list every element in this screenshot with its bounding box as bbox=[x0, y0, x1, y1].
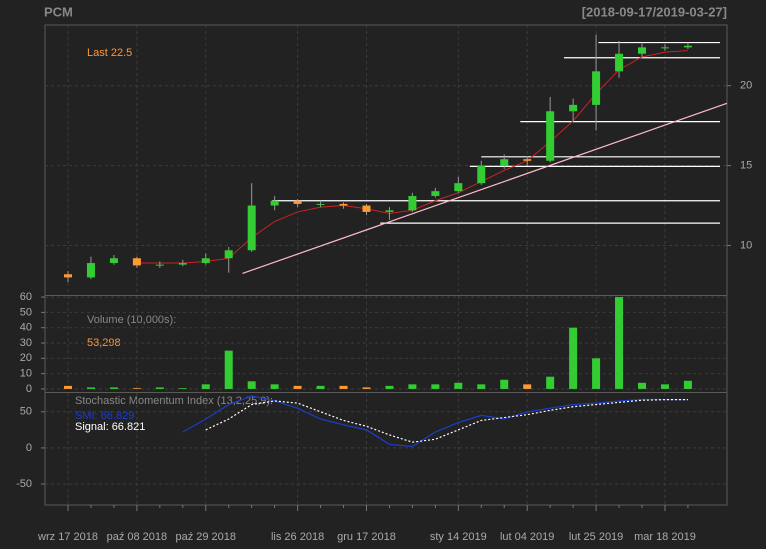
y-tick-label: 60 bbox=[20, 291, 32, 303]
y-tick-label: 30 bbox=[20, 337, 32, 349]
candle-body bbox=[683, 45, 692, 48]
candle-body bbox=[477, 165, 486, 184]
volume-bar bbox=[270, 384, 279, 389]
y-tick-label: 50 bbox=[20, 306, 32, 318]
y-tick-label: 10 bbox=[740, 239, 752, 251]
candle-body bbox=[638, 47, 646, 54]
volume-bar bbox=[86, 387, 95, 389]
volume-bar bbox=[132, 388, 141, 389]
candle-body bbox=[362, 205, 371, 212]
chart-title: PCM bbox=[44, 4, 73, 19]
plot-frame bbox=[44, 24, 728, 506]
x-tick-label: lut 25 2019 bbox=[569, 531, 623, 543]
date-range: [2018-09-17/2019-03-27] bbox=[582, 4, 727, 19]
volume-bar bbox=[224, 350, 233, 389]
y-tick-label: 0 bbox=[26, 383, 32, 395]
volume-bar bbox=[178, 388, 187, 389]
volume-bar bbox=[64, 385, 72, 389]
x-tick-label: paź 29 2018 bbox=[175, 531, 236, 543]
candle-body bbox=[431, 191, 440, 196]
volume-bar bbox=[408, 384, 417, 389]
smi-line bbox=[205, 399, 688, 443]
x-tick-label: lut 04 2019 bbox=[500, 531, 554, 543]
candle-body bbox=[270, 200, 279, 206]
smi-line bbox=[182, 395, 688, 448]
y-tick-label: 15 bbox=[740, 159, 752, 171]
candle-body bbox=[178, 263, 187, 265]
volume-bar bbox=[431, 384, 440, 389]
y-tick-label: 50 bbox=[20, 406, 32, 418]
candle-body bbox=[339, 203, 348, 206]
y-tick-label: 0 bbox=[26, 442, 32, 454]
volume-bar bbox=[316, 385, 325, 389]
candle-body bbox=[546, 111, 555, 161]
candle-body bbox=[592, 71, 601, 105]
candle-body bbox=[408, 195, 417, 211]
trend-line bbox=[242, 102, 728, 274]
x-tick-label: sty 14 2019 bbox=[430, 531, 487, 543]
volume-bar bbox=[247, 381, 256, 389]
volume-bar bbox=[385, 385, 394, 389]
volume-bar bbox=[109, 387, 118, 389]
y-tick-label: 20 bbox=[740, 80, 752, 92]
candle-body bbox=[155, 264, 164, 266]
smi-title: Stochastic Momentum Index (13,2,25,9): bbox=[75, 395, 273, 407]
candle-body bbox=[109, 258, 118, 264]
y-tick-label: 40 bbox=[20, 322, 32, 334]
volume-bar bbox=[362, 387, 371, 389]
candle-body bbox=[247, 205, 256, 251]
volume-bar bbox=[569, 327, 578, 389]
volume-bar bbox=[454, 382, 463, 389]
volume-bar bbox=[477, 384, 486, 389]
volume-bar bbox=[546, 376, 555, 389]
volume-bar bbox=[201, 384, 210, 389]
candle-body bbox=[293, 200, 302, 204]
candle-body bbox=[64, 274, 72, 278]
legend-entry: Signal: 66.821 bbox=[75, 421, 145, 433]
volume-bar bbox=[592, 358, 601, 389]
candle-body bbox=[523, 159, 532, 161]
candle-body bbox=[660, 47, 669, 49]
volume-bar bbox=[638, 382, 646, 389]
candle-body bbox=[132, 258, 141, 266]
volume-bar bbox=[155, 387, 164, 389]
x-tick-label: lis 26 2018 bbox=[271, 531, 324, 543]
y-tick-label: -50 bbox=[16, 478, 32, 490]
volume-bar bbox=[339, 385, 348, 389]
volume-last: 53,298 bbox=[87, 337, 121, 349]
candle-body bbox=[615, 53, 624, 72]
volume-label: Volume (10,000s): bbox=[87, 314, 176, 326]
legend-entry: SMI: 66.829 bbox=[75, 410, 134, 422]
volume-bar bbox=[293, 385, 302, 389]
y-tick-label: 20 bbox=[20, 352, 32, 364]
volume-bar bbox=[615, 297, 624, 389]
x-tick-label: wrz 17 2018 bbox=[37, 531, 98, 543]
volume-bar bbox=[500, 379, 509, 389]
candle-body bbox=[569, 104, 578, 112]
x-tick-label: gru 17 2018 bbox=[337, 531, 396, 543]
x-tick-label: mar 18 2019 bbox=[634, 531, 696, 543]
volume-bar bbox=[660, 384, 669, 389]
candle-body bbox=[385, 210, 394, 212]
candle-body bbox=[316, 203, 325, 205]
candle-body bbox=[201, 258, 210, 264]
candle-body bbox=[86, 263, 95, 278]
volume-bar bbox=[523, 384, 532, 389]
volume-bar bbox=[683, 380, 692, 389]
candle-body bbox=[500, 159, 509, 166]
candle-body bbox=[224, 250, 233, 259]
x-tick-label: paź 08 2018 bbox=[107, 531, 168, 543]
y-tick-label: 10 bbox=[20, 368, 32, 380]
candle-body bbox=[454, 183, 463, 192]
last-price: Last 22.5 bbox=[87, 47, 132, 59]
